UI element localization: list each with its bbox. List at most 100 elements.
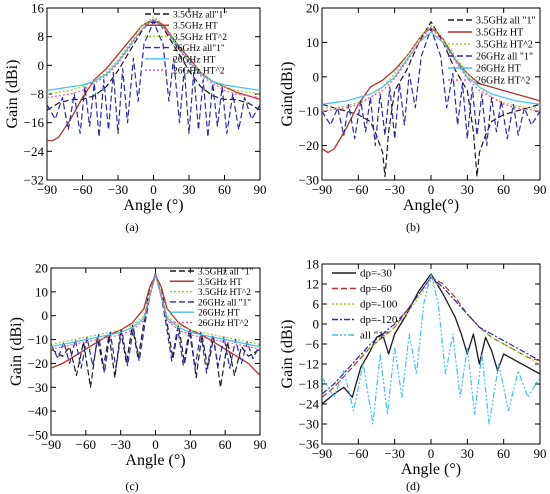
x-tick-label: −30 <box>110 437 130 452</box>
x-tick-label: −90 <box>312 446 332 461</box>
y-tick-label: 20 <box>35 261 48 276</box>
y-tick-label: −20 <box>299 138 319 153</box>
x-tick-label: −60 <box>72 182 92 197</box>
legend-label: dp=-30 <box>360 268 392 280</box>
plot-frame <box>46 7 261 181</box>
y-tick-label: 10 <box>35 284 48 299</box>
panel-caption: (d) <box>406 479 420 493</box>
y-tick-label: 18 <box>306 257 319 272</box>
y-tick-label: −24 <box>299 397 320 412</box>
panel-a: −90 −60 −30 0 30 60 90 16 8 0 −8 −16 −24 −32 3.5GHz al… <box>4 1 267 235</box>
series-group <box>322 273 540 425</box>
x-tick-label: 0 <box>150 182 157 197</box>
legend-label: 3.5GHz all "1" <box>198 268 254 278</box>
y-tick-label: −10 <box>299 104 319 119</box>
x-tick-label: 60 <box>497 182 510 197</box>
y-tick-label: −8 <box>30 87 44 102</box>
x-tick-label: 90 <box>534 182 547 197</box>
x-tick-label: 30 <box>461 182 474 197</box>
y-tick-label: 12 <box>306 277 319 292</box>
y-tick-label: −10 <box>28 332 48 347</box>
x-tick-label: 60 <box>219 437 232 452</box>
series-line <box>322 24 540 109</box>
x-tick-label: −30 <box>384 446 404 461</box>
legend-label: 3.5GHz HT <box>198 278 242 288</box>
x-tick-label: 60 <box>218 182 231 197</box>
x-tick-label: 0 <box>152 437 159 452</box>
series-line <box>322 276 540 395</box>
legend-label: 3.5GHz HT^2 <box>476 40 533 51</box>
x-tick-label: −30 <box>384 182 404 197</box>
plot-frame <box>321 263 541 445</box>
series-group <box>51 272 260 388</box>
series-line <box>51 272 260 374</box>
x-tick-label: 0 <box>428 446 435 461</box>
panel-d: −90 −60 −30 0 30 60 90181260−6−12−18−24−30−36d… <box>279 257 547 494</box>
y-tick-label: 16 <box>31 1 45 16</box>
y-axis-label: Gain (dBi) <box>4 60 21 129</box>
x-tick-label: 30 <box>461 446 474 461</box>
legend-label: 26GHz HT <box>476 64 521 75</box>
y-tick-label: 0 <box>313 69 320 84</box>
x-tick-label: −90 <box>37 182 57 197</box>
series-line <box>322 273 540 425</box>
y-tick-label: 6 <box>313 297 320 312</box>
series-line <box>322 280 540 395</box>
y-axis-label: Gain (dBi) <box>8 317 25 386</box>
series-line <box>47 20 260 138</box>
x-tick-label: 90 <box>534 446 547 461</box>
y-tick-label: −20 <box>28 356 48 371</box>
legend-label: 26GHz HT^2 <box>173 67 225 77</box>
legend-label: 3.5GHz all"1" <box>173 11 227 21</box>
x-tick-label: 90 <box>254 182 267 197</box>
panel-c: −90 −60 −30 0 30 60 90 20 10 0 −10 −20 −30 −40 −50 3.5G… <box>8 261 267 494</box>
series-line <box>47 16 260 95</box>
legend-label: dp=-60 <box>360 283 392 295</box>
legend-label: 26GHz all "1" <box>476 52 533 63</box>
y-tick-label: −30 <box>299 417 319 432</box>
y-tick-label: 0 <box>313 317 320 332</box>
x-tick-label: −60 <box>76 437 96 452</box>
y-tick-label: 0 <box>42 308 49 323</box>
series-line <box>322 31 540 105</box>
x-axis-label: Angle (°) <box>125 452 185 469</box>
series-line <box>322 273 540 405</box>
legend-label: 3.5GHz HT^2 <box>198 288 251 298</box>
x-tick-label: 60 <box>497 446 510 461</box>
legend-label: 3.5GHz HT <box>173 22 218 32</box>
y-tick-label: −12 <box>299 357 319 372</box>
legend-label: all "1" <box>360 330 388 342</box>
legend-label: 3.5GHz all "1" <box>476 16 536 27</box>
x-tick-label: 0 <box>428 182 435 197</box>
y-tick-label: −16 <box>24 115 45 130</box>
x-tick-label: −60 <box>348 182 368 197</box>
series-line <box>322 276 540 398</box>
x-tick-label: 30 <box>184 437 197 452</box>
x-tick-label: 30 <box>183 182 196 197</box>
y-axis-label: Gain(dBi) <box>279 62 296 127</box>
y-tick-label: −6 <box>305 337 319 352</box>
legend-label: 26GHz HT^2 <box>476 76 530 87</box>
y-tick-label: −36 <box>299 437 320 452</box>
x-tick-label: 90 <box>254 437 267 452</box>
series-group <box>322 21 540 178</box>
legend-label: 3.5GHz HT <box>476 28 523 39</box>
y-tick-label: 10 <box>306 35 319 50</box>
legend-label: 26GHz all "1" <box>198 298 251 308</box>
y-axis-label: Gain (dBi) <box>279 320 296 389</box>
y-tick-label: 0 <box>38 58 45 73</box>
y-tick-label: −18 <box>299 377 319 392</box>
y-tick-label: −40 <box>28 404 48 419</box>
series-line <box>322 28 540 147</box>
x-tick-label: −30 <box>108 182 128 197</box>
x-tick-label: −90 <box>312 182 332 197</box>
x-axis-label: Angle (°) <box>123 197 183 214</box>
series-line <box>47 18 260 99</box>
y-tick-label: −32 <box>24 173 44 188</box>
panel-caption: (c) <box>125 479 138 493</box>
series-line <box>322 21 540 178</box>
legend-label: dp=-120 <box>360 314 398 326</box>
legend-label: 26GHz HT^2 <box>198 319 249 329</box>
x-tick-label: −90 <box>41 437 61 452</box>
